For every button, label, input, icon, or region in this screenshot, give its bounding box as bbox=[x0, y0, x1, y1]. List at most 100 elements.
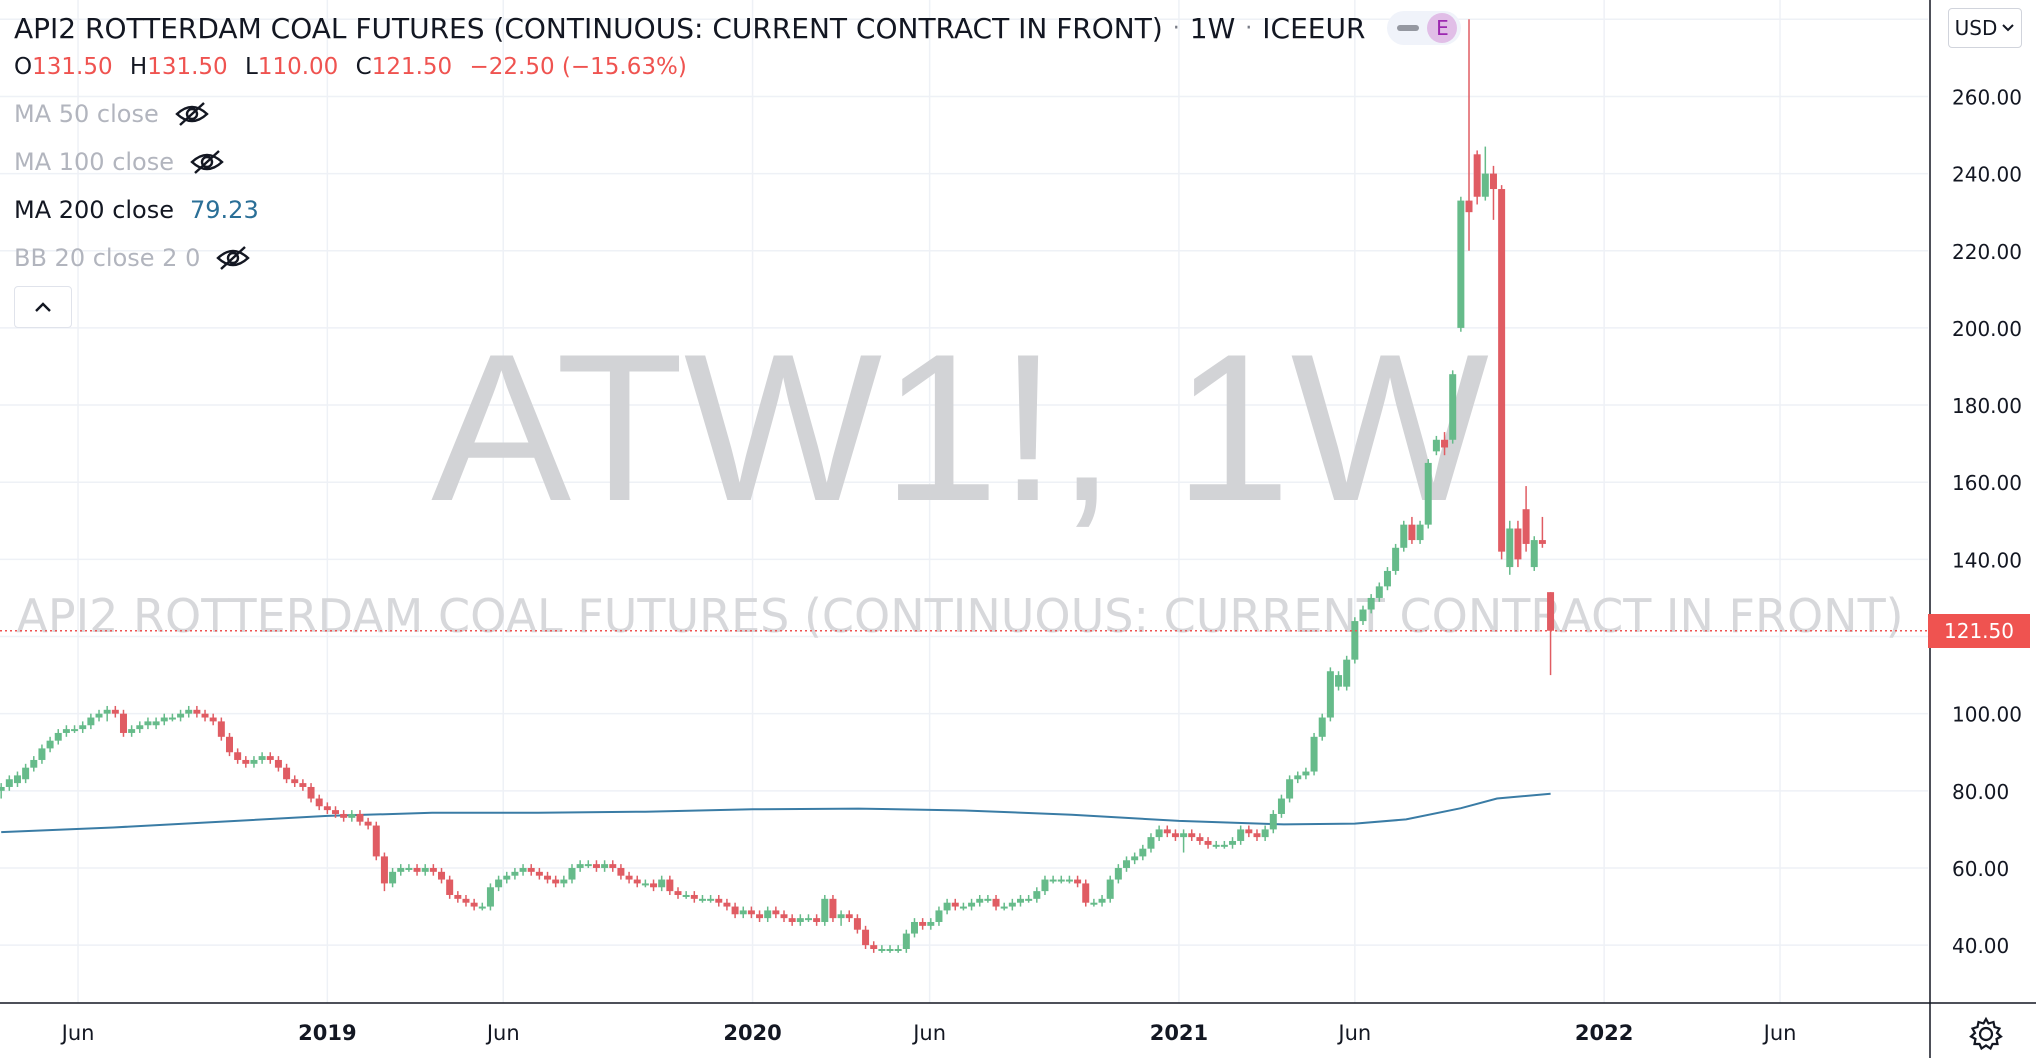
candle-body bbox=[1131, 856, 1139, 861]
watermark-description: API2 ROTTERDAM COAL FUTURES (CONTINUOUS:… bbox=[16, 589, 1903, 643]
candle-body bbox=[992, 898, 1000, 907]
candle-body bbox=[177, 713, 185, 718]
candle bbox=[1237, 825, 1245, 845]
candle bbox=[739, 906, 747, 919]
candle bbox=[1343, 655, 1351, 691]
candle bbox=[1082, 879, 1090, 907]
candle-body bbox=[853, 918, 861, 930]
candle-body bbox=[1106, 879, 1114, 899]
y-tick-label: 100.00 bbox=[1952, 703, 2022, 727]
candle bbox=[813, 914, 821, 926]
candle-body bbox=[601, 864, 609, 868]
candle bbox=[870, 941, 878, 953]
candle bbox=[984, 894, 992, 903]
data-source-badge[interactable]: E bbox=[1427, 13, 1458, 43]
candle bbox=[1367, 594, 1375, 614]
candle-body bbox=[201, 713, 209, 718]
candle bbox=[584, 860, 592, 868]
candle bbox=[601, 860, 609, 872]
high-label: H bbox=[129, 54, 148, 80]
eye-crossed-icon[interactable] bbox=[174, 101, 209, 127]
candle bbox=[731, 902, 739, 919]
candle-body bbox=[1294, 775, 1302, 780]
candle-body bbox=[144, 721, 152, 726]
open-value: 131.50 bbox=[32, 54, 113, 80]
candle bbox=[177, 709, 185, 722]
candle-body bbox=[1416, 524, 1424, 541]
status-pill[interactable]: E bbox=[1387, 11, 1462, 45]
x-tick-label: 2019 bbox=[298, 1021, 356, 1045]
indicator-ma50[interactable]: MA 50 close bbox=[14, 100, 209, 128]
candle-body bbox=[1049, 879, 1057, 882]
candle bbox=[152, 717, 160, 730]
candle-body bbox=[266, 756, 274, 760]
candle bbox=[1008, 898, 1016, 911]
candle bbox=[54, 729, 62, 745]
low-label: L bbox=[245, 54, 258, 80]
candle-body bbox=[46, 740, 54, 749]
candle bbox=[372, 821, 380, 861]
ma200-layer bbox=[1, 792, 1551, 834]
chevron-up-icon bbox=[35, 302, 51, 312]
indicator-ma100[interactable]: MA 100 close bbox=[14, 148, 224, 176]
candle bbox=[0, 783, 5, 799]
indicator-bb20[interactable]: BB 20 close 2 0 bbox=[14, 244, 251, 272]
candle-body bbox=[1041, 879, 1049, 892]
x-tick-label: 2022 bbox=[1575, 1021, 1633, 1045]
candle-body bbox=[54, 732, 62, 741]
candle bbox=[862, 925, 870, 949]
candle-body bbox=[1449, 374, 1457, 440]
eye-crossed-icon[interactable] bbox=[190, 149, 224, 175]
eye-crossed-icon[interactable] bbox=[216, 245, 251, 271]
candle bbox=[1408, 516, 1416, 544]
candle-body bbox=[1441, 439, 1449, 448]
candle-body bbox=[478, 906, 486, 909]
candle-body bbox=[234, 752, 242, 760]
candle bbox=[1465, 19, 1473, 251]
candle bbox=[927, 918, 935, 930]
candle bbox=[46, 736, 54, 753]
candle-body bbox=[576, 864, 584, 868]
candle bbox=[919, 918, 927, 930]
candle bbox=[535, 867, 543, 880]
candle bbox=[650, 879, 658, 892]
currency-button[interactable]: USD bbox=[1948, 8, 2022, 48]
candle-body bbox=[291, 779, 299, 784]
ma200-line bbox=[1, 792, 1551, 834]
candle bbox=[1245, 825, 1253, 838]
candle-body bbox=[38, 748, 46, 760]
ohlc-values: O131.50 H131.50 L110.00 C121.50 −22.50 (… bbox=[14, 54, 697, 80]
symbol-title[interactable]: API2 ROTTERDAM COAL FUTURES (CONTINUOUS:… bbox=[14, 11, 1163, 45]
candle bbox=[1424, 459, 1432, 529]
candle-body bbox=[1489, 173, 1497, 190]
candle-body bbox=[829, 898, 837, 919]
indicator-label: MA 50 close bbox=[14, 100, 159, 128]
candle-body bbox=[1180, 833, 1188, 838]
candle-body bbox=[1212, 844, 1220, 847]
candle bbox=[323, 802, 331, 814]
candle-body bbox=[397, 867, 405, 872]
candle-body bbox=[356, 813, 364, 822]
collapse-legend-button[interactable] bbox=[14, 286, 72, 328]
candle bbox=[788, 914, 796, 926]
candle bbox=[242, 756, 250, 768]
candle bbox=[698, 894, 706, 903]
candle-body bbox=[1530, 540, 1538, 568]
indicator-ma200[interactable]: MA 200 close 79.23 bbox=[14, 196, 259, 224]
candle-body bbox=[1367, 597, 1375, 610]
candle bbox=[1416, 520, 1424, 544]
candle-body bbox=[1000, 906, 1008, 909]
interval-label[interactable]: 1W bbox=[1189, 11, 1236, 45]
candle-body bbox=[1171, 833, 1179, 838]
candle-body bbox=[682, 894, 690, 897]
candle-body bbox=[1375, 586, 1383, 598]
chevron-down-icon bbox=[2002, 24, 2015, 32]
y-tick-label: 180.00 bbox=[1952, 394, 2022, 418]
settings-gear-icon[interactable] bbox=[1966, 1014, 2006, 1054]
candle-body bbox=[845, 914, 853, 919]
candle bbox=[1277, 794, 1285, 818]
candle-body bbox=[405, 867, 413, 870]
candle-body bbox=[698, 898, 706, 901]
candle bbox=[1310, 732, 1318, 776]
